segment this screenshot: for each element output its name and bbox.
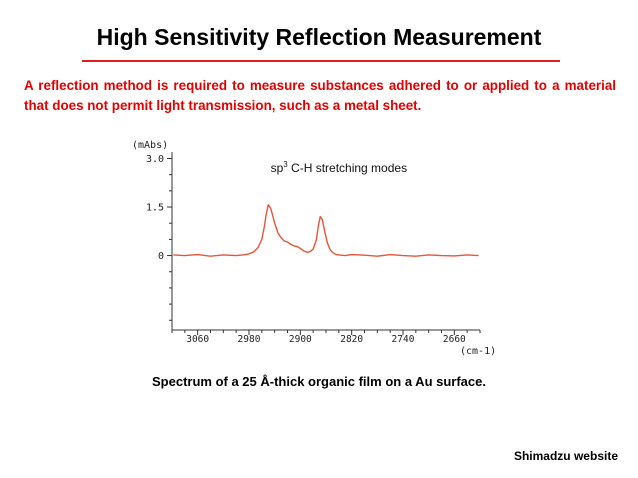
x-tick-label: 2900 <box>289 334 312 345</box>
peak-annotation: sp3 C-H stretching modes <box>271 160 408 175</box>
spectrum-chart: 3.0 1.5 0 3060 2980 2900 2820 2740 2660 (mAbs) (cm… <box>132 140 496 357</box>
title-underline <box>82 60 560 62</box>
x-tick-label: 2980 <box>238 334 261 345</box>
x-tick-label: 2820 <box>340 334 363 345</box>
spectrum-line <box>173 204 479 257</box>
slide-title: High Sensitivity Reflection Measurement <box>96 24 542 50</box>
y-tick-label: 0 <box>158 251 164 262</box>
y-axis-label: (mAbs) <box>132 140 168 151</box>
x-axis-label: (cm-1) <box>460 346 496 357</box>
y-tick-label: 1.5 <box>146 203 164 214</box>
x-tick-label: 2660 <box>443 334 466 345</box>
source-credit: Shimadzu website <box>513 449 618 463</box>
y-tick-label: 3.0 <box>146 154 164 165</box>
x-tick-label: 3060 <box>186 334 209 345</box>
intro-paragraph: A reflection method is required to measu… <box>24 78 616 113</box>
x-tick-label: 2740 <box>392 334 415 345</box>
figure-caption: Spectrum of a 25 Å-thick organic film on… <box>152 374 486 389</box>
axis-frame <box>171 152 480 331</box>
